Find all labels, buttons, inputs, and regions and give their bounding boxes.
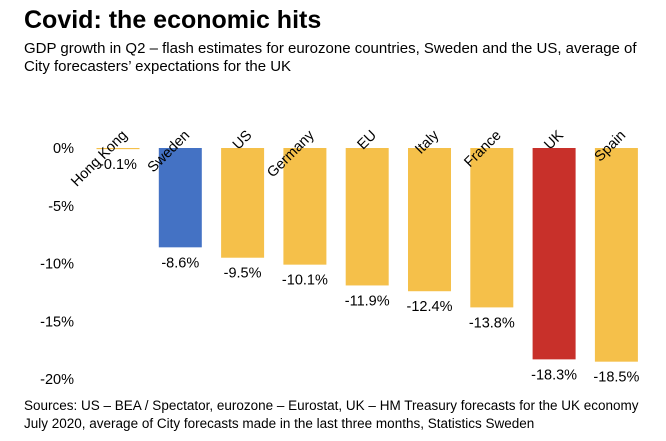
bar-eu bbox=[345, 148, 389, 286]
bar-sweden bbox=[158, 148, 202, 248]
value-label: -13.8% bbox=[469, 315, 515, 331]
chart-title: Covid: the economic hits bbox=[24, 6, 322, 34]
value-label: -8.6% bbox=[161, 255, 199, 271]
bar-us bbox=[221, 148, 265, 258]
y-tick-label: -5% bbox=[48, 199, 74, 215]
y-tick-label: 0% bbox=[53, 141, 74, 157]
bar-spain bbox=[594, 148, 638, 362]
bars bbox=[96, 148, 638, 362]
y-axis: 0% -5% -10% -15% -20% bbox=[40, 141, 74, 388]
value-label: -0.1% bbox=[99, 157, 137, 173]
y-tick-label: -20% bbox=[40, 372, 74, 388]
value-label: -18.5% bbox=[593, 370, 639, 386]
value-label: -11.9% bbox=[345, 293, 390, 309]
y-tick-label: -15% bbox=[40, 314, 74, 330]
y-tick-label: -10% bbox=[40, 257, 74, 273]
value-label: -12.4% bbox=[407, 299, 453, 315]
bar-uk bbox=[532, 148, 576, 360]
value-label: -10.1% bbox=[282, 273, 328, 289]
bar-germany bbox=[283, 148, 327, 265]
chart-subtitle: GDP growth in Q2 – flash estimates for e… bbox=[24, 40, 637, 75]
value-labels: -0.1% -8.6% -9.5% -10.1% -11.9% -12.4% -13.8% -… bbox=[99, 157, 639, 386]
value-label: -9.5% bbox=[224, 266, 262, 282]
bar-hong-kong bbox=[96, 148, 140, 150]
chart-source: Sources: US – BEA / Spectator, eurozone … bbox=[24, 398, 639, 431]
bar-italy bbox=[408, 148, 451, 292]
bar-france bbox=[470, 148, 514, 308]
value-label: -18.3% bbox=[531, 367, 577, 383]
